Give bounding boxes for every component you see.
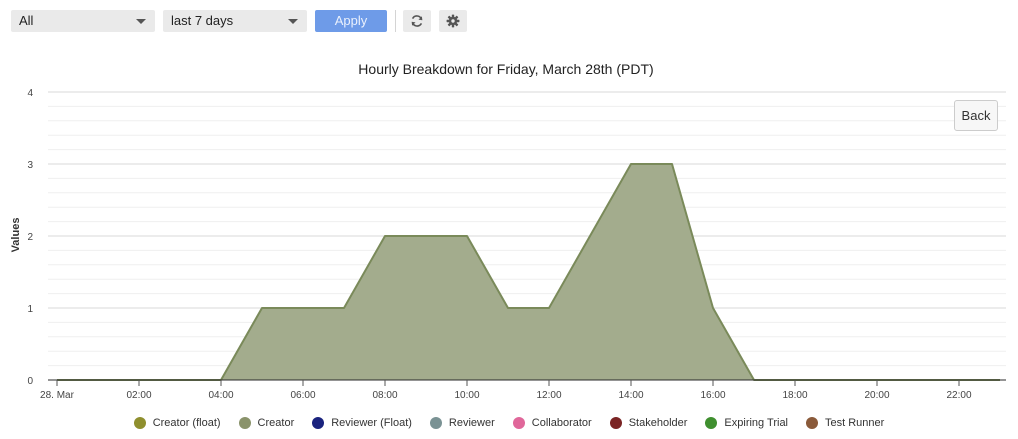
legend-item[interactable]: Collaborator	[512, 417, 592, 429]
x-tick-label: 16:00	[700, 390, 725, 401]
x-tick-label: 08:00	[372, 390, 397, 401]
legend-label: Creator	[257, 417, 295, 429]
range-select[interactable]: last 7 days	[163, 10, 307, 32]
legend-marker	[512, 417, 525, 429]
filter-select[interactable]: All	[11, 10, 155, 32]
y-tick-label: 3	[27, 160, 33, 171]
chart-title: Hourly Breakdown for Friday, March 28th …	[358, 61, 653, 77]
legend-label: Collaborator	[531, 417, 592, 429]
x-tick-label: 18:00	[782, 390, 807, 401]
legend-item[interactable]: Reviewer (Float)	[312, 417, 412, 429]
filter-select-value: All	[19, 13, 34, 28]
series-area-1	[57, 164, 1000, 380]
legend-marker	[705, 417, 718, 429]
y-tick-label: 4	[27, 88, 33, 99]
legend-item[interactable]: Test Runner	[806, 417, 884, 429]
range-select-value: last 7 days	[171, 13, 234, 28]
chevron-down-icon	[288, 19, 298, 24]
legend: Creator (float) Creator Reviewer (Float) Re…	[0, 414, 1018, 432]
series-area-layer	[57, 163, 1000, 381]
apply-button[interactable]: Apply	[315, 10, 387, 32]
legend-item[interactable]: Creator	[238, 417, 295, 429]
x-tick-label: 28. Mar	[40, 390, 75, 401]
legend-label: Creator (float)	[152, 417, 221, 429]
toolbar-divider	[395, 10, 396, 32]
x-tick-label: 10:00	[454, 390, 479, 401]
x-tick-label: 06:00	[290, 390, 315, 401]
legend-label: Reviewer (Float)	[331, 417, 412, 429]
x-tick-label: 14:00	[618, 390, 643, 401]
refresh-icon	[411, 15, 423, 27]
x-tick-label: 04:00	[208, 390, 233, 401]
x-tick-label: 02:00	[126, 390, 151, 401]
back-button[interactable]: Back	[954, 100, 998, 131]
refresh-button[interactable]	[403, 10, 431, 32]
y-tick-label: 1	[27, 304, 33, 315]
toolbar: All last 7 days Apply	[11, 10, 1001, 32]
x-tick-label: 22:00	[946, 390, 971, 401]
legend-label: Stakeholder	[628, 417, 688, 429]
chevron-down-icon	[136, 19, 146, 24]
x-tick-label: 20:00	[864, 390, 889, 401]
legend-label: Test Runner	[825, 417, 885, 429]
x-tick-label: 12:00	[536, 390, 561, 401]
legend-label: Expiring Trial	[724, 417, 788, 429]
y-axis-title: Values	[10, 218, 22, 253]
settings-button[interactable]	[439, 10, 467, 32]
legend-marker	[238, 417, 251, 429]
hourly-area-chart: Hourly Breakdown for Friday, March 28th …	[10, 61, 1006, 401]
legend-item[interactable]: Expiring Trial	[705, 417, 788, 429]
legend-marker	[806, 417, 818, 429]
legend-item[interactable]: Stakeholder	[609, 417, 688, 429]
legend-marker	[133, 417, 146, 429]
axes: 0 1 2 3 4 28. Mar 02:00 04:00 06:00 08:00 10:00 12:…	[27, 88, 1006, 401]
legend-marker	[609, 417, 622, 429]
gear-icon	[446, 14, 460, 28]
legend-marker	[312, 417, 325, 429]
legend-item[interactable]: Reviewer	[429, 417, 495, 429]
y-tick-label: 2	[27, 232, 33, 243]
legend-item[interactable]: Creator (float)	[133, 417, 221, 429]
legend-marker	[429, 417, 442, 429]
y-tick-label: 0	[27, 376, 33, 387]
legend-label: Reviewer	[448, 417, 495, 429]
